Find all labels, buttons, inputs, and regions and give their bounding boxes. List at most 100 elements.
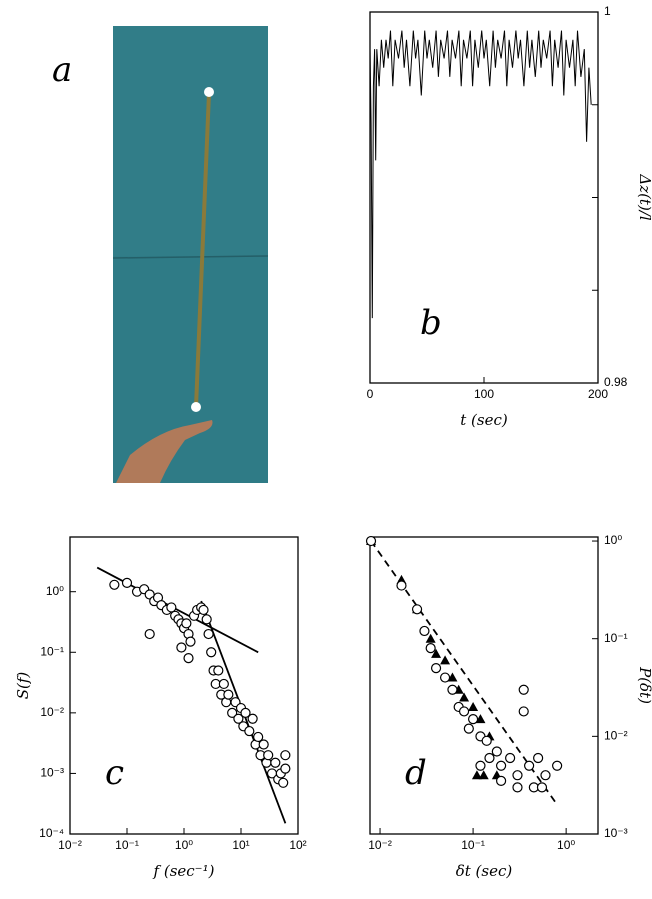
photo [112, 26, 269, 483]
x-axis-label: f (sec⁻¹) [153, 862, 215, 880]
circle-point [540, 770, 551, 781]
circle-point [198, 604, 209, 616]
y-tick-label: 10⁰ [46, 584, 64, 598]
circle-point [396, 580, 407, 591]
x-tick-label: 10⁻¹ [461, 838, 485, 852]
circle-point [206, 647, 217, 658]
circle-point [475, 760, 486, 771]
circle-point [512, 770, 523, 781]
circle-point [213, 665, 224, 676]
circle-point [176, 642, 187, 653]
circle-point [481, 735, 492, 746]
triangle-point [475, 714, 486, 724]
circle-point [240, 707, 251, 718]
y-tick-label: 10⁰ [604, 533, 622, 547]
circle-point [430, 662, 442, 674]
circle-point [247, 713, 258, 724]
circle-point [425, 643, 436, 654]
circle-point [203, 628, 214, 640]
circle-point [263, 750, 274, 761]
circle-point [227, 707, 238, 718]
triangle-point [471, 770, 482, 780]
panel-label: d [405, 753, 427, 793]
circle-point [218, 678, 229, 690]
circle-point [365, 535, 377, 547]
y-tick-label: 10⁻⁴ [39, 826, 64, 840]
panel-label: b [420, 303, 442, 343]
circle-point [552, 760, 563, 771]
circle-point [270, 757, 281, 768]
circle-point [524, 760, 535, 771]
plot-frame [369, 536, 599, 835]
triangle-point [440, 655, 451, 665]
circle-point [258, 739, 269, 750]
x-tick-label: 10⁰ [557, 838, 575, 852]
y-tick-label: 10⁻¹ [40, 644, 64, 658]
circle-point [518, 684, 529, 695]
triangle-point [431, 648, 442, 658]
circle-point [505, 752, 516, 764]
triangle-point [447, 672, 458, 682]
y-axis-label: Δz(t)/l [636, 173, 652, 221]
circle-point [458, 706, 470, 717]
circle-point [280, 750, 291, 761]
x-tick-label: 10² [289, 838, 306, 852]
circle-point [512, 782, 523, 793]
x-tick-label: 200 [588, 387, 608, 401]
x-tick-label: 10⁻² [368, 838, 392, 852]
y-axis-label: P(δt) [636, 666, 652, 704]
circle-point [495, 775, 507, 786]
x-tick-label: 100 [474, 387, 494, 401]
circle-point [533, 752, 544, 764]
circle-point [253, 731, 264, 743]
circle-point [536, 782, 548, 793]
x-tick-label: 10⁰ [175, 838, 193, 852]
triangle-point [425, 633, 436, 643]
circle-point [419, 625, 430, 637]
circle-point [518, 706, 529, 717]
x-tick-label: 10⁻¹ [115, 838, 139, 852]
fit-line [96, 566, 259, 654]
circle-point [463, 723, 474, 734]
x-tick-label: 10⁻² [58, 838, 82, 852]
circle-point [201, 614, 212, 625]
circle-point [166, 602, 177, 613]
circle-point [181, 618, 192, 629]
circle-point [278, 777, 289, 788]
triangle-point [468, 701, 479, 711]
circle-point [144, 628, 155, 640]
circle-point [183, 653, 194, 664]
circle-point [467, 714, 479, 725]
y-tick-label: 10⁻² [604, 729, 628, 743]
y-tick-label: 10⁻³ [40, 766, 64, 780]
circle-point [109, 579, 120, 590]
circle-point [185, 636, 196, 647]
panel-label: a [52, 50, 72, 90]
x-axis-label: δt (sec) [456, 862, 513, 880]
circle-point [121, 577, 133, 588]
y-tick-label: 0.98 [604, 375, 628, 389]
triangle-point [478, 770, 489, 780]
circle-point [411, 604, 423, 615]
y-axis-label: S(f) [14, 672, 32, 700]
circle-point [223, 689, 234, 700]
circle-point [495, 760, 507, 771]
x-axis-label: t (sec) [460, 411, 508, 429]
circle-point [244, 725, 255, 737]
triangle-point [459, 692, 470, 702]
circle-point [233, 713, 244, 724]
y-tick-label: 10⁻³ [604, 826, 628, 840]
x-tick-label: 0 [367, 387, 374, 401]
data-line [369, 30, 592, 319]
circle-point [447, 684, 458, 695]
panel-label: c [105, 753, 124, 793]
y-tick-label: 1 [604, 4, 611, 18]
circle-point [484, 752, 495, 764]
y-tick-label: 10⁻¹ [604, 631, 628, 645]
x-tick-label: 10¹ [232, 838, 249, 852]
y-tick-label: 10⁻² [40, 705, 64, 719]
circle-point [280, 763, 291, 774]
circle-point [439, 672, 451, 683]
circle-point [491, 746, 502, 757]
